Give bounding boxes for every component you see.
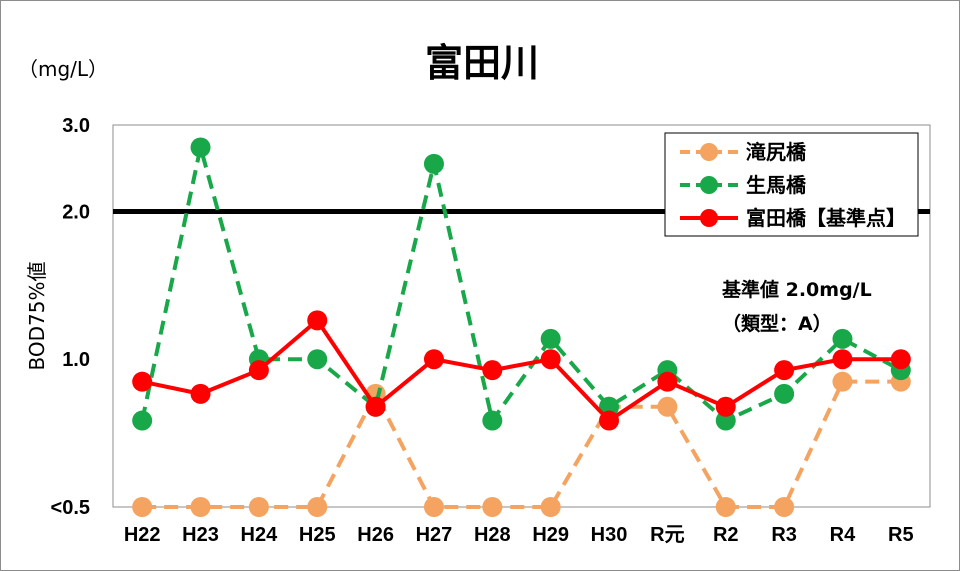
data-point — [774, 497, 795, 517]
x-tick-label: H24 — [241, 524, 279, 546]
x-tick-label: H25 — [299, 524, 336, 546]
data-point — [307, 497, 328, 517]
data-point — [657, 371, 678, 392]
data-point — [482, 360, 503, 381]
legend-label: 富田橋【基準点】 — [746, 206, 906, 230]
y-tick-label: 1.0 — [62, 349, 90, 371]
data-point — [715, 410, 736, 431]
x-tick-label: H23 — [182, 524, 219, 546]
y-tick-label: <0.5 — [51, 497, 90, 519]
reference-annotation: 基準値 2.0mg/L （類型：A） — [721, 278, 872, 335]
legend-marker — [700, 209, 718, 227]
y-tick-label: 2.0 — [62, 201, 90, 223]
series-line — [141, 318, 901, 423]
x-axis-ticks: H22 H23 H24 H25 H26 H27 H28 H29 H30 R元 R2 R3 R4 R5 — [124, 524, 914, 546]
data-point — [832, 371, 853, 392]
data-point — [423, 349, 444, 370]
data-point — [248, 497, 269, 517]
data-point — [657, 396, 678, 417]
y-axis-ticks: <0.5 1.0 2.0 3.0 — [51, 115, 90, 519]
reference-annotation-line2: （類型：A） — [722, 312, 832, 335]
x-tick-label: H27 — [416, 524, 453, 546]
data-point — [482, 497, 503, 517]
x-tick-label: R3 — [771, 524, 797, 546]
data-point — [774, 360, 795, 381]
data-point — [599, 396, 620, 417]
x-tick-label: H29 — [532, 524, 569, 546]
x-tick-label: R5 — [888, 524, 914, 546]
data-point — [599, 410, 620, 431]
data-point — [307, 310, 328, 331]
x-tick-label: R4 — [830, 524, 856, 546]
chart-title: 富田川 — [425, 41, 539, 85]
series-3 — [132, 310, 911, 431]
x-tick-label: H26 — [357, 524, 394, 546]
unit-label: （mg/L） — [18, 57, 108, 81]
data-point — [132, 371, 153, 392]
data-point — [190, 137, 211, 158]
legend-marker — [700, 176, 718, 194]
x-tick-label: H28 — [474, 524, 511, 546]
x-tick-label: R元 — [650, 524, 684, 546]
data-point — [715, 497, 736, 517]
y-axis-label: BOD75%値 — [25, 262, 49, 371]
data-point — [365, 396, 386, 417]
data-point — [715, 396, 736, 417]
legend-marker — [700, 143, 718, 161]
data-point — [540, 328, 561, 349]
data-point — [540, 349, 561, 370]
data-point — [307, 349, 328, 370]
data-point — [132, 410, 153, 431]
x-tick-label: H22 — [124, 524, 161, 546]
legend-label: 生馬橋 — [746, 173, 807, 197]
x-tick-label: R2 — [713, 524, 739, 546]
data-point — [190, 497, 211, 517]
data-point — [482, 410, 503, 431]
series-1 — [132, 371, 911, 517]
data-point — [832, 349, 853, 370]
data-point — [774, 383, 795, 404]
data-point — [890, 349, 911, 370]
data-point — [540, 497, 561, 517]
data-point — [248, 360, 269, 381]
data-point — [423, 497, 444, 517]
data-point — [832, 328, 853, 349]
data-point — [423, 153, 444, 174]
data-point — [132, 497, 153, 517]
x-tick-label: H30 — [591, 524, 628, 546]
data-point — [190, 383, 211, 404]
y-tick-label: 3.0 — [62, 115, 90, 137]
legend-label: 滝尻橋 — [746, 140, 807, 164]
series-layer — [132, 137, 911, 517]
reference-annotation-line1: 基準値 2.0mg/L — [721, 278, 872, 301]
